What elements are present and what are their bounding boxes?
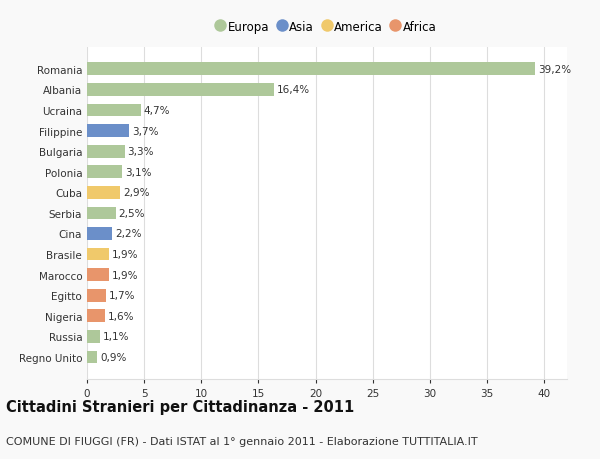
Text: 1,6%: 1,6%: [108, 311, 134, 321]
Text: 3,7%: 3,7%: [132, 126, 158, 136]
Bar: [87, 63, 535, 76]
Bar: [87, 104, 141, 117]
Bar: [87, 166, 122, 179]
Bar: [87, 186, 120, 199]
Text: COMUNE DI FIUGGI (FR) - Dati ISTAT al 1° gennaio 2011 - Elaborazione TUTTITALIA.: COMUNE DI FIUGGI (FR) - Dati ISTAT al 1°…: [6, 436, 478, 446]
Bar: [87, 84, 274, 96]
Text: 16,4%: 16,4%: [277, 85, 310, 95]
Text: 1,9%: 1,9%: [112, 270, 138, 280]
Bar: [87, 289, 106, 302]
Text: Cittadini Stranieri per Cittadinanza - 2011: Cittadini Stranieri per Cittadinanza - 2…: [6, 399, 354, 414]
Bar: [87, 146, 125, 158]
Bar: [87, 351, 97, 364]
Bar: [87, 248, 109, 261]
Text: 3,1%: 3,1%: [125, 168, 152, 177]
Text: 2,9%: 2,9%: [123, 188, 149, 198]
Bar: [87, 125, 129, 138]
Text: 3,3%: 3,3%: [128, 147, 154, 157]
Text: 2,2%: 2,2%: [115, 229, 142, 239]
Bar: [87, 228, 112, 241]
Text: 4,7%: 4,7%: [143, 106, 170, 116]
Text: 0,9%: 0,9%: [100, 353, 127, 362]
Text: 39,2%: 39,2%: [538, 65, 571, 74]
Text: 1,1%: 1,1%: [103, 332, 129, 341]
Bar: [87, 207, 116, 220]
Text: 1,9%: 1,9%: [112, 250, 138, 259]
Text: 2,5%: 2,5%: [118, 208, 145, 218]
Bar: [87, 330, 100, 343]
Legend: Europa, Asia, America, Africa: Europa, Asia, America, Africa: [212, 16, 442, 39]
Text: 1,7%: 1,7%: [109, 291, 136, 301]
Bar: [87, 310, 105, 323]
Bar: [87, 269, 109, 281]
